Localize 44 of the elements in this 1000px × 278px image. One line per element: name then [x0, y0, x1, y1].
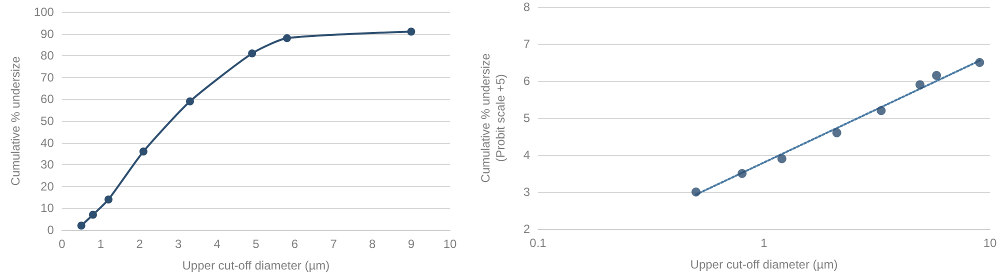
- x-tick-label: 1: [760, 236, 768, 250]
- point: [139, 148, 148, 156]
- x-tick-label: 0: [58, 237, 66, 251]
- y-axis-title: Cumulative % undersize: [8, 56, 22, 186]
- x-tick-label: 0.1: [530, 236, 547, 250]
- point: [104, 195, 112, 204]
- y-tick-label: 6: [523, 74, 530, 88]
- y-tick-label: 40: [40, 136, 54, 150]
- x-tick-label: 3: [175, 237, 182, 251]
- x-axis-title: Upper cut-off diameter (µm): [690, 258, 838, 272]
- y-tick-label: 2: [523, 222, 530, 236]
- x-tick-label: 10: [443, 237, 457, 251]
- y-tick-label: 10: [40, 201, 54, 216]
- point: [186, 97, 194, 106]
- y-tick-label: 8: [523, 0, 530, 14]
- y-tick-label: 70: [40, 70, 54, 84]
- point: [407, 28, 416, 36]
- y-tick-label: 30: [40, 158, 54, 172]
- y-tick-label: 3: [523, 185, 530, 199]
- x-axis-title: Upper cut-off diameter (µm): [182, 258, 330, 272]
- x-tick-label: 8: [369, 237, 376, 251]
- y-tick-label: 100: [34, 5, 54, 19]
- point: [283, 34, 292, 42]
- y-tick-label: 50: [40, 114, 54, 128]
- y-tick-label: 60: [40, 92, 54, 106]
- y-tick-label: 90: [40, 26, 54, 41]
- point: [77, 222, 86, 230]
- y-axis-title: Cumulative % undersize (Probit scale +5): [478, 52, 508, 183]
- x-tick-label: 2: [136, 237, 144, 251]
- x-tick-label: 7: [330, 237, 338, 251]
- y-tick-label: 0: [47, 223, 54, 237]
- x-tick-label: 1: [97, 237, 104, 251]
- y-tick-label: 7: [523, 37, 530, 51]
- x-tick-label: 9: [408, 237, 415, 251]
- y-tick-label: 4: [523, 148, 530, 162]
- x-tick-label: 4: [214, 237, 221, 251]
- point: [88, 210, 97, 219]
- y-tick-label: 5: [523, 111, 530, 125]
- x-tick-label: 6: [291, 237, 298, 251]
- point: [248, 49, 256, 58]
- x-tick-label: 10: [983, 236, 997, 250]
- y-tick-label: 20: [40, 179, 54, 194]
- x-tick-label: 5: [252, 237, 260, 251]
- y-tick-label: 80: [40, 48, 54, 63]
